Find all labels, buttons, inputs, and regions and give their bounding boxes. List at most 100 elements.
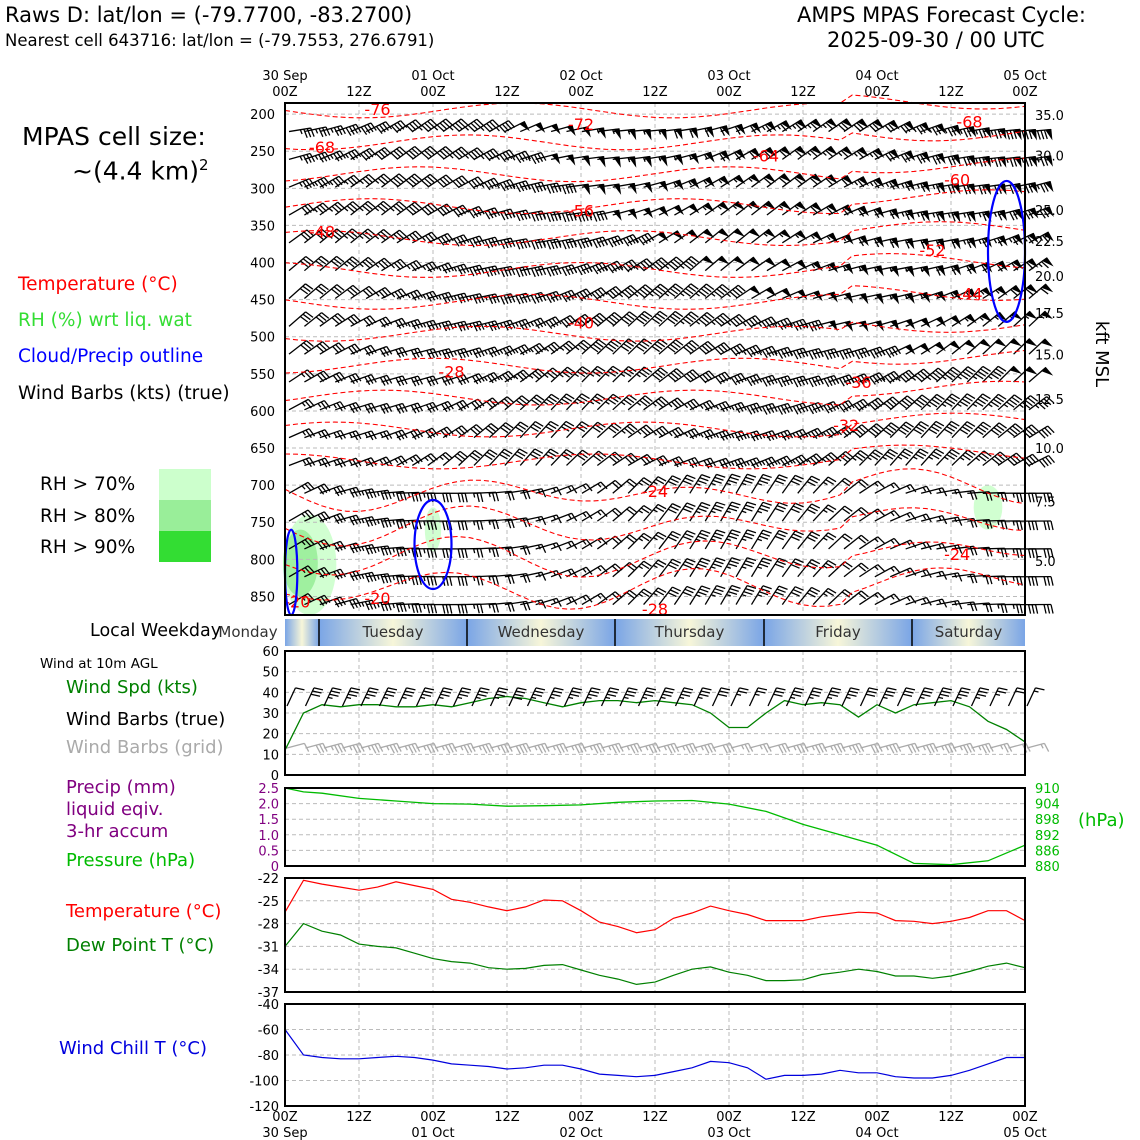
- wind-barb: [766, 375, 794, 388]
- barb-flag: [873, 425, 882, 433]
- barb-flag: [396, 148, 404, 156]
- wind-barb: [288, 340, 314, 355]
- barb-flag: [411, 148, 420, 156]
- temperature-contour-label: -60: [944, 170, 970, 189]
- barb-staff: [288, 398, 309, 411]
- barb-staff: [411, 453, 432, 467]
- wind-barb: [966, 450, 992, 466]
- barb-flag: [459, 450, 468, 458]
- barb-halfflag: [328, 207, 334, 212]
- barb-staff: [489, 370, 509, 383]
- barb-flag: [318, 128, 324, 138]
- barb-flag: [712, 591, 722, 596]
- barb-flag: [884, 349, 892, 358]
- barb-halfflag: [1008, 238, 1013, 243]
- barb-flag: [495, 519, 500, 530]
- barb-halfflag: [573, 240, 577, 246]
- barb-flag: [503, 239, 509, 249]
- barb-flag: [514, 453, 524, 460]
- wind-barb: [550, 238, 577, 250]
- barb-flag: [917, 372, 926, 380]
- kft-tick-label: 35.0: [1035, 109, 1064, 124]
- barb-flag: [995, 396, 1004, 403]
- barb-flag: [712, 507, 722, 512]
- barb-flag: [737, 284, 746, 292]
- barb-halfflag: [423, 604, 426, 610]
- barb-halfflag: [376, 547, 380, 552]
- barb-flag: [494, 207, 501, 217]
- barb-flag: [424, 177, 432, 186]
- barb-staff: [288, 229, 308, 244]
- barb-flag: [483, 182, 491, 191]
- barb-halfflag: [649, 292, 654, 297]
- barb-halfflag: [822, 458, 827, 463]
- barb-halfflag: [757, 594, 763, 597]
- barb-flag: [900, 125, 908, 134]
- barb-staff: [458, 347, 480, 355]
- barb-staff: [504, 150, 526, 160]
- barb-flag: [484, 239, 490, 249]
- barb-flag: [629, 235, 636, 244]
- barb-flag: [684, 477, 694, 483]
- wind-barb: [396, 201, 423, 216]
- wind-barb: [365, 456, 393, 467]
- barb-flag: [471, 452, 481, 459]
- wind-barb: [334, 201, 361, 216]
- barb-flag: [491, 520, 496, 530]
- barb-halfflag: [567, 514, 572, 519]
- barb-halfflag: [965, 291, 970, 296]
- barb-flag: [612, 393, 622, 400]
- weekday-label: Friday: [815, 623, 861, 641]
- barb-flag: [961, 426, 971, 433]
- barb-halfflag: [717, 205, 722, 210]
- barb-staff: [381, 346, 403, 355]
- wind-barb-grid: [434, 742, 458, 754]
- barb-pennant: [550, 123, 561, 135]
- wind-barb: [997, 259, 1024, 272]
- barb-flag: [714, 347, 722, 356]
- barb-pennant: [904, 120, 916, 132]
- wind-barb: [458, 205, 485, 219]
- barb-flag: [1036, 130, 1041, 140]
- barb-flag: [461, 687, 472, 691]
- barb-staff: [920, 420, 937, 439]
- barb-pennant: [921, 210, 930, 222]
- barb-flag: [643, 693, 654, 697]
- barb-flag: [548, 319, 556, 328]
- barb-flag: [569, 693, 580, 697]
- barb-flag: [638, 237, 645, 246]
- barb-flag: [531, 372, 540, 380]
- wind-barb: [396, 289, 424, 301]
- barb-halfflag: [1021, 158, 1025, 163]
- barb-flag: [574, 744, 580, 754]
- barb-flag: [1031, 576, 1035, 586]
- barb-flag: [1004, 548, 1008, 558]
- barb-flag: [746, 377, 753, 387]
- barb-pennant: [748, 200, 761, 210]
- temperature-contour: [284, 535, 1026, 578]
- wind-barb: [905, 421, 930, 439]
- wind-barb: [427, 146, 453, 160]
- barb-flag: [654, 343, 663, 350]
- barb-flag: [628, 687, 638, 691]
- barb-flag: [1008, 399, 1018, 406]
- wind-barb: [550, 340, 577, 355]
- barb-flag: [701, 474, 711, 479]
- barb-staff: [612, 338, 629, 355]
- barb-halfflag: [741, 510, 747, 514]
- barb-halfflag: [573, 213, 577, 219]
- barb-flag: [532, 423, 542, 430]
- barb-flag: [414, 146, 423, 154]
- barb-flag: [368, 517, 374, 527]
- barb-flag: [508, 370, 516, 379]
- barb-staff: [720, 313, 740, 327]
- barb-flag: [300, 344, 309, 352]
- barb-flag: [1006, 429, 1015, 437]
- barb-pennant: [842, 204, 854, 215]
- wind-barb: [812, 118, 838, 133]
- barb-staff: [936, 366, 954, 383]
- barb-flag: [436, 152, 445, 160]
- barb-pennant: [811, 231, 823, 242]
- barb-staff: [519, 421, 536, 439]
- barb-flag: [674, 399, 682, 407]
